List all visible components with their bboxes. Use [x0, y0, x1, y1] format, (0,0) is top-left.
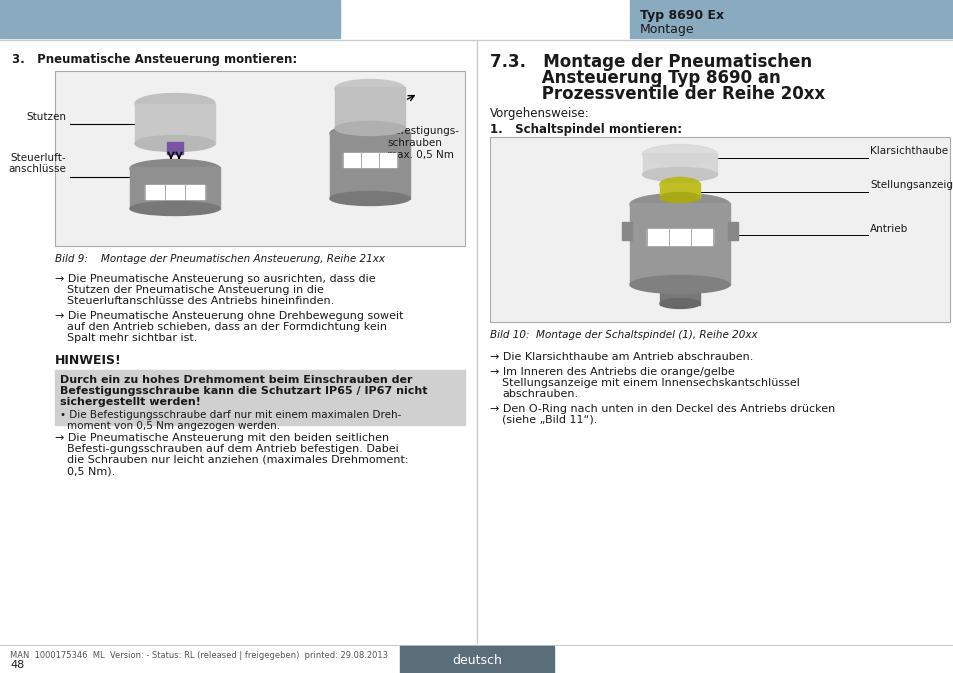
Text: Befestigungs-
schrauben
max. 0,5 Nm: Befestigungs- schrauben max. 0,5 Nm [387, 127, 458, 160]
Text: abschrauben.: abschrauben. [501, 389, 578, 399]
Text: Stutzen: Stutzen [26, 112, 66, 122]
Text: Bild 9:    Montage der Pneumatischen Ansteuerung, Reihe 21xx: Bild 9: Montage der Pneumatischen Ansteu… [55, 254, 385, 264]
Bar [490, 137, 949, 322]
Bar [727, 221, 738, 240]
Ellipse shape [335, 79, 405, 98]
Ellipse shape [659, 192, 700, 203]
Text: 48: 48 [10, 660, 24, 670]
Bar [0, 0, 339, 38]
Text: HINWEIS!: HINWEIS! [55, 354, 122, 367]
Bar [330, 131, 410, 199]
Bar [335, 87, 405, 129]
Bar [343, 153, 396, 166]
Text: Vorgehensweise:: Vorgehensweise: [490, 107, 589, 120]
Bar [646, 229, 712, 244]
Text: deutsch: deutsch [452, 653, 501, 666]
Text: Bild 10:  Montage der Schaltspindel (1), Reihe 20xx: Bild 10: Montage der Schaltspindel (1), … [490, 330, 757, 340]
Bar [629, 0, 953, 38]
Ellipse shape [641, 168, 717, 182]
Text: Stellungsanzeige: Stellungsanzeige [869, 180, 953, 190]
Text: Befesti-gungsschrauben auf dem Antrieb befestigen. Dabei: Befesti-gungsschrauben auf dem Antrieb b… [67, 444, 398, 454]
Bar [642, 153, 717, 174]
Text: bürkert: bürkert [164, 9, 225, 27]
Ellipse shape [130, 201, 220, 215]
Ellipse shape [135, 94, 214, 114]
Bar [659, 283, 700, 304]
Text: Steuerluft-
anschlüsse: Steuerluft- anschlüsse [9, 153, 66, 174]
Text: Ansteuerung Typ 8690 an: Ansteuerung Typ 8690 an [490, 69, 780, 87]
Text: MAN  1000175346  ML  Version: - Status: RL (released | freigegeben)  printed: 29: MAN 1000175346 ML Version: - Status: RL … [10, 651, 388, 660]
Ellipse shape [629, 275, 729, 293]
Ellipse shape [330, 192, 410, 205]
Ellipse shape [659, 299, 700, 308]
Ellipse shape [629, 194, 729, 215]
Text: Prozessventile der Reihe 20xx: Prozessventile der Reihe 20xx [490, 85, 824, 103]
Text: 7.3.   Montage der Pneumatischen: 7.3. Montage der Pneumatischen [490, 53, 811, 71]
Bar [135, 104, 214, 143]
Text: die Schrauben nur leicht anziehen (maximales Drehmoment:: die Schrauben nur leicht anziehen (maxim… [67, 455, 408, 465]
Text: Montage: Montage [639, 22, 694, 36]
Ellipse shape [659, 178, 700, 192]
Text: → Im Inneren des Antriebs die orange/gelbe: → Im Inneren des Antriebs die orange/gel… [490, 367, 734, 377]
Text: Spalt mehr sichtbar ist.: Spalt mehr sichtbar ist. [67, 333, 197, 343]
Ellipse shape [135, 135, 214, 151]
Text: Durch ein zu hohes Drehmoment beim Einschrauben der: Durch ein zu hohes Drehmoment beim Einsc… [60, 375, 412, 385]
Bar [399, 646, 554, 673]
Text: sichergestellt werden!: sichergestellt werden! [60, 397, 201, 407]
Text: → Die Pneumatische Ansteuerung ohne Drehbewegung soweit: → Die Pneumatische Ansteuerung ohne Dreh… [55, 311, 403, 321]
Ellipse shape [641, 145, 717, 164]
Bar [167, 141, 183, 153]
Ellipse shape [330, 125, 410, 143]
Text: Befestigungsschraube kann die Schutzart IP65 / IP67 nicht: Befestigungsschraube kann die Schutzart … [60, 386, 427, 396]
Text: 3.   Pneumatische Ansteuerung montieren:: 3. Pneumatische Ansteuerung montieren: [12, 53, 297, 66]
Text: → Die Pneumatische Ansteuerung so ausrichten, dass die: → Die Pneumatische Ansteuerung so ausric… [55, 274, 375, 284]
Text: • Die Befestigungsschraube darf nur mit einem maximalen Dreh-: • Die Befestigungsschraube darf nur mit … [60, 410, 401, 420]
Text: → Die Klarsichthaube am Antrieb abschrauben.: → Die Klarsichthaube am Antrieb abschrau… [490, 352, 753, 362]
Text: moment von 0,5 Nm angezogen werden.: moment von 0,5 Nm angezogen werden. [67, 421, 280, 431]
Text: → Den O-Ring nach unten in den Deckel des Antriebs drücken: → Den O-Ring nach unten in den Deckel de… [490, 404, 835, 414]
Text: Steuerluftanschlüsse des Antriebs hineinfinden.: Steuerluftanschlüsse des Antriebs hinein… [67, 296, 334, 306]
Text: (siehe „Bild 11“).: (siehe „Bild 11“). [501, 415, 597, 425]
Text: 0,5 Nm).: 0,5 Nm). [67, 466, 115, 476]
Bar [130, 166, 220, 209]
Text: Klarsichthaube: Klarsichthaube [869, 147, 947, 157]
Text: Stutzen der Pneumatische Ansteuerung in die: Stutzen der Pneumatische Ansteuerung in … [67, 285, 323, 295]
Text: Typ 8690 Ex: Typ 8690 Ex [639, 9, 723, 22]
Text: auf den Antrieb schieben, dass an der Formdichtung kein: auf den Antrieb schieben, dass an der Fo… [67, 322, 387, 332]
Text: → Die Pneumatische Ansteuerung mit den beiden seitlichen: → Die Pneumatische Ansteuerung mit den b… [55, 433, 389, 443]
Bar [55, 370, 464, 425]
Bar [621, 221, 631, 240]
Ellipse shape [335, 122, 405, 135]
Text: 1.   Schaltspindel montieren:: 1. Schaltspindel montieren: [490, 123, 681, 136]
Text: Stellungsanzeige mit einem Innensechskantschlüssel: Stellungsanzeige mit einem Innensechskan… [501, 378, 799, 388]
Text: Antrieb: Antrieb [869, 223, 907, 234]
Text: FLUID CONTROL SYSTEMS: FLUID CONTROL SYSTEMS [150, 26, 240, 32]
Bar [659, 182, 700, 197]
Bar [145, 184, 205, 199]
Bar [629, 203, 729, 285]
Bar [55, 71, 464, 246]
Ellipse shape [130, 160, 220, 178]
